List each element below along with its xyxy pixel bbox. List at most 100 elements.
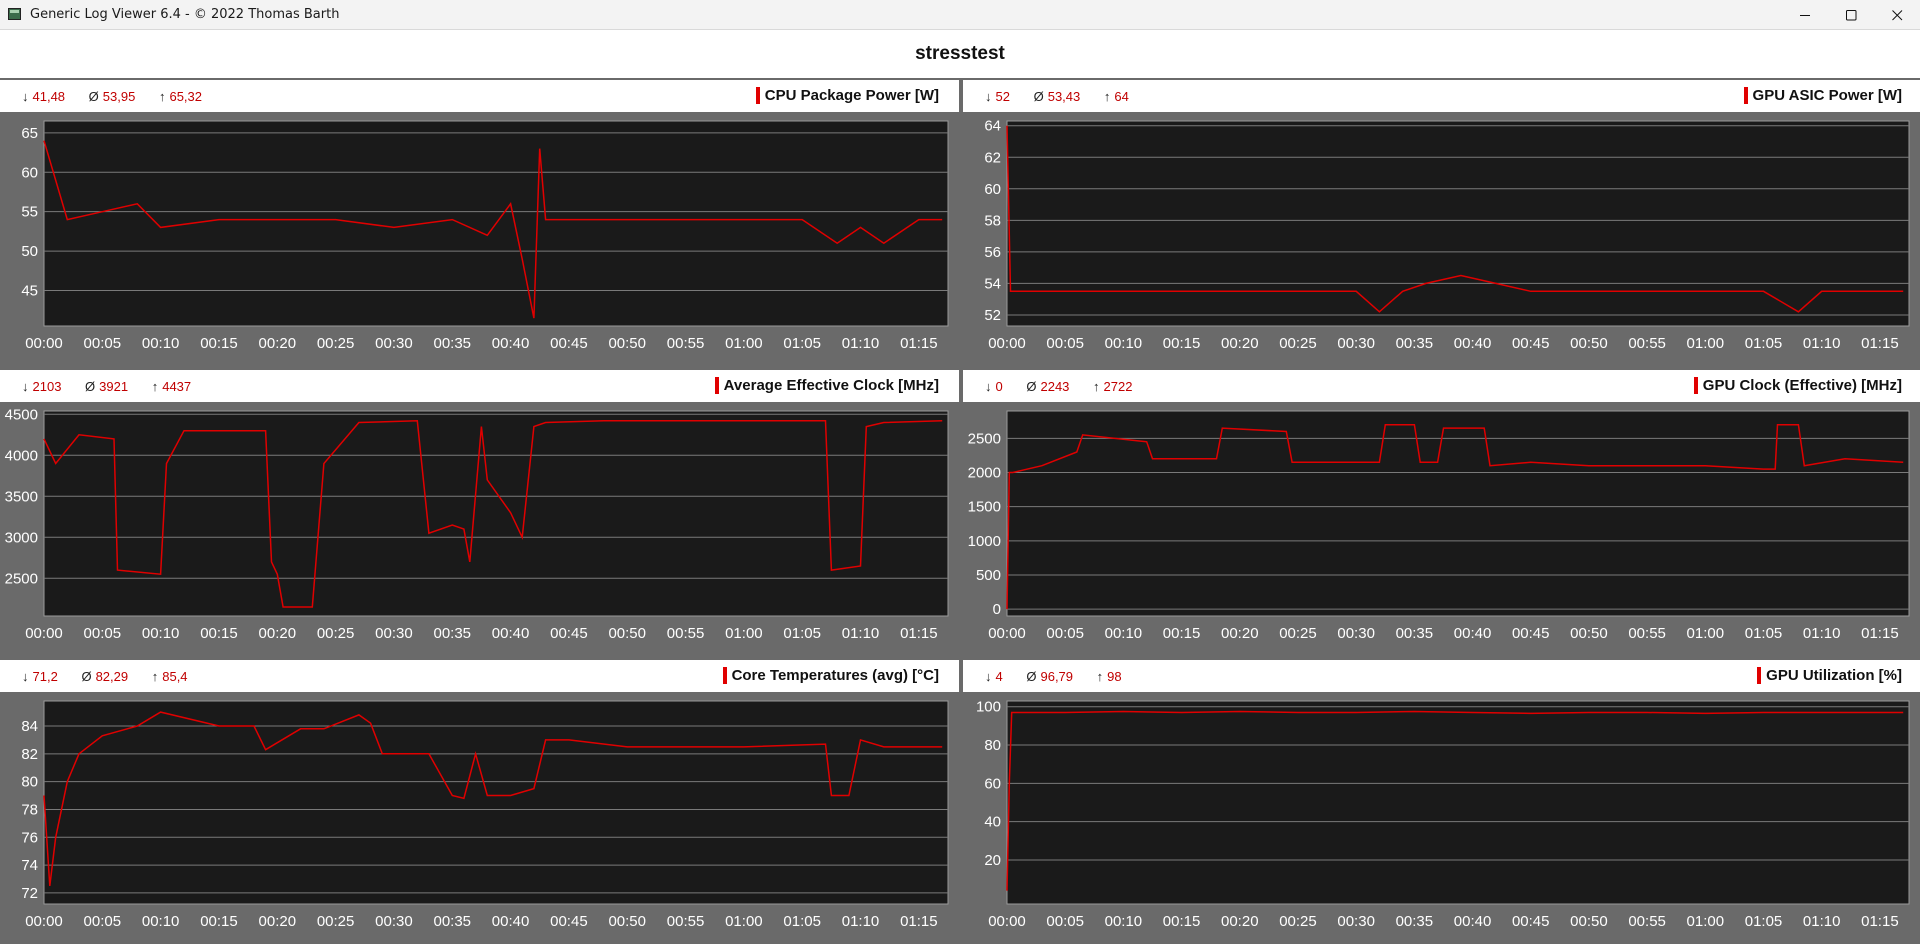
- chart-panel-core-temperatures[interactable]: ↓ 71,2 Ø 82,29 ↑ 85,4 Core Temperatures (av…: [0, 660, 959, 946]
- series-line: [43, 711, 943, 886]
- panel-stats: ↓ 2103 Ø 3921 ↑ 4437: [22, 379, 211, 394]
- x-tick-label: 01:15: [900, 625, 938, 642]
- panel-title: GPU Utilization [%]: [1757, 667, 1902, 684]
- x-tick-label: 00:05: [84, 335, 122, 352]
- stat-max: ↑ 85,4: [151, 669, 188, 684]
- x-tick-label: 00:15: [1163, 625, 1201, 642]
- x-tick-label: 00:30: [375, 913, 413, 930]
- x-tick-label: 00:25: [317, 913, 355, 930]
- y-tick-label: 78: [21, 801, 38, 818]
- minimize-button[interactable]: [1782, 0, 1828, 30]
- plot-area: [43, 700, 949, 905]
- y-tick-label: 62: [984, 149, 1001, 166]
- maximize-icon: [1845, 9, 1856, 20]
- x-tick-label: 00:00: [988, 625, 1026, 642]
- panel-header: ↓ 4 Ø 96,79 ↑ 98 GPU Utilization [%]: [963, 660, 1920, 692]
- x-tick-label: 00:45: [550, 335, 588, 352]
- y-tick-label: 84: [21, 718, 38, 735]
- stat-min: ↓ 41,48: [22, 89, 66, 104]
- chart-panel-cpu-package-power[interactable]: ↓ 41,48 Ø 53,95 ↑ 65,32 CPU Package Power […: [0, 80, 959, 366]
- y-tick-label: 2500: [968, 430, 1001, 447]
- y-tick-label: 2000: [968, 465, 1001, 482]
- x-tick-label: 00:45: [550, 625, 588, 642]
- x-tick-label: 00:20: [1221, 913, 1259, 930]
- x-tick-label: 00:35: [433, 625, 471, 642]
- x-tick-label: 00:00: [25, 625, 63, 642]
- x-tick-label: 01:10: [1803, 335, 1841, 352]
- x-tick-label: 00:15: [1163, 335, 1201, 352]
- panel-stats: ↓ 71,2 Ø 82,29 ↑ 85,4: [22, 669, 208, 684]
- panel-title: Core Temperatures (avg) [°C]: [722, 667, 939, 684]
- line-chart[interactable]: 72 74 76 78 80 82 84 00:00 00:05 00:10 00:15 00:20 0…: [0, 692, 959, 944]
- line-chart[interactable]: 52 54 56 58 60 62 64 00:00 00:05 00:10 00:15 00:20 0…: [963, 112, 1920, 366]
- stat-avg: Ø 53,43: [1033, 89, 1081, 104]
- x-tick-label: 01:10: [1803, 625, 1841, 642]
- x-tick-label: 00:25: [317, 335, 355, 352]
- x-tick-label: 01:05: [783, 335, 821, 352]
- y-tick-label: 4500: [5, 406, 38, 423]
- x-tick-label: 00:45: [550, 913, 588, 930]
- y-tick-label: 3000: [5, 529, 38, 546]
- x-tick-label: 00:10: [1105, 335, 1143, 352]
- x-tick-label: 01:00: [725, 625, 763, 642]
- x-tick-label: 00:35: [1396, 913, 1434, 930]
- x-tick-label: 00:40: [492, 913, 530, 930]
- close-icon: [1891, 9, 1902, 20]
- x-tick-label: 00:55: [1628, 335, 1666, 352]
- series-line: [1006, 125, 1904, 313]
- x-tick-label: 00:20: [259, 335, 297, 352]
- x-tick-label: 01:05: [1745, 335, 1783, 352]
- x-tick-label: 00:25: [1279, 625, 1317, 642]
- y-tick-label: 40: [984, 814, 1001, 831]
- series-line: [43, 420, 943, 608]
- chart-panel-gpu-utilization[interactable]: ↓ 4 Ø 96,79 ↑ 98 GPU Utilization [%] 20 40 60…: [963, 660, 1920, 946]
- line-chart[interactable]: 2500 3000 3500 4000 4500 00:00 00:05 00:10 00:15…: [0, 402, 959, 656]
- panel-header: ↓ 41,48 Ø 53,95 ↑ 65,32 CPU Package Power […: [0, 80, 959, 112]
- panel-stats: ↓ 52 Ø 53,43 ↑ 64: [985, 89, 1149, 104]
- x-tick-label: 00:55: [1628, 625, 1666, 642]
- x-tick-label: 00:50: [1570, 625, 1608, 642]
- y-tick-label: 65: [21, 125, 38, 142]
- stat-min: ↓ 2103: [22, 379, 62, 394]
- panel-header: ↓ 71,2 Ø 82,29 ↑ 85,4 Core Temperatures (av…: [0, 660, 959, 692]
- stat-avg: Ø 3921: [85, 379, 129, 394]
- chart-panel-gpu-asic-power[interactable]: ↓ 52 Ø 53,43 ↑ 64 GPU ASIC Power [W] 52 54 56…: [963, 80, 1920, 366]
- minimize-icon: [1799, 14, 1810, 16]
- x-tick-label: 00:25: [1279, 335, 1317, 352]
- line-chart[interactable]: 0 500 1000 1500 2000 2500 00:00 00:05 00:10 00:15…: [963, 402, 1920, 656]
- panel-stats: ↓ 4 Ø 96,79 ↑ 98: [985, 669, 1142, 684]
- maximize-button[interactable]: [1828, 0, 1874, 30]
- close-button[interactable]: [1874, 0, 1920, 30]
- chart-panel-gpu-clock-effective[interactable]: ↓ 0 Ø 2243 ↑ 2722 GPU Clock (Effective) [MH…: [963, 370, 1920, 656]
- panel-stats: ↓ 0 Ø 2243 ↑ 2722: [985, 379, 1152, 394]
- x-tick-label: 00:30: [1337, 625, 1375, 642]
- x-tick-label: 00:15: [200, 335, 238, 352]
- x-tick-label: 00:00: [988, 913, 1026, 930]
- line-chart[interactable]: 20 40 60 80 100 00:00 00:05 00:10 00:15 00:20 00:2…: [963, 692, 1920, 944]
- x-tick-label: 00:05: [1046, 913, 1084, 930]
- chart-panel-average-effective-clock[interactable]: ↓ 2103 Ø 3921 ↑ 4437 Average Effective Cloc…: [0, 370, 959, 656]
- x-tick-label: 01:15: [900, 913, 938, 930]
- x-tick-label: 00:10: [1105, 913, 1143, 930]
- x-tick-label: 00:55: [1628, 913, 1666, 930]
- x-tick-label: 00:10: [142, 913, 180, 930]
- stat-min: ↓ 71,2: [22, 669, 58, 684]
- x-tick-label: 00:30: [1337, 913, 1375, 930]
- x-tick-label: 01:15: [1861, 335, 1899, 352]
- x-tick-label: 00:00: [25, 913, 63, 930]
- window-titlebar[interactable]: Generic Log Viewer 6.4 - © 2022 Thomas B…: [0, 0, 1920, 30]
- y-tick-label: 80: [984, 737, 1001, 754]
- panel-stats: ↓ 41,48 Ø 53,95 ↑ 65,32: [22, 89, 222, 104]
- x-tick-label: 00:35: [1396, 625, 1434, 642]
- panel-header: ↓ 0 Ø 2243 ↑ 2722 GPU Clock (Effective) [MH…: [963, 370, 1920, 402]
- y-tick-label: 0: [993, 601, 1001, 618]
- x-tick-label: 00:55: [667, 625, 705, 642]
- x-tick-label: 01:05: [1745, 913, 1783, 930]
- line-chart[interactable]: 45 50 55 60 65 00:00 00:05 00:10 00:15 00:20 00:25…: [0, 112, 959, 366]
- stat-avg: Ø 82,29: [81, 669, 129, 684]
- x-tick-label: 00:20: [259, 625, 297, 642]
- x-tick-label: 01:00: [725, 913, 763, 930]
- y-tick-label: 1000: [968, 533, 1001, 550]
- y-tick-label: 60: [21, 164, 38, 181]
- x-tick-label: 00:45: [1512, 913, 1550, 930]
